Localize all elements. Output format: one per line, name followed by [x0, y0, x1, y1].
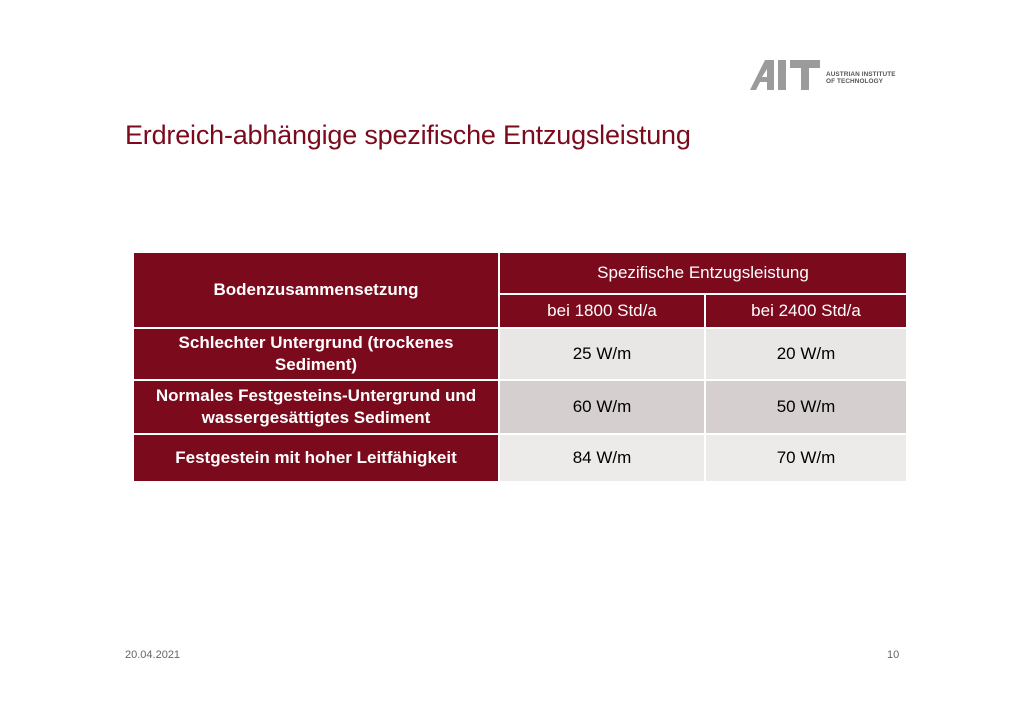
- row-header-label: Bodenzusammensetzung: [132, 251, 500, 329]
- column-header: bei 2400 Std/a: [704, 293, 908, 329]
- group-header-label: Spezifische Entzugsleistung: [498, 251, 908, 295]
- page-number: 10: [887, 649, 900, 661]
- row-label: Normales Festgesteins-Untergrund und was…: [132, 379, 500, 435]
- ait-logo: AUSTRIAN INSTITUTE OF TECHNOLOGY: [748, 58, 900, 92]
- table-row: Normales Festgesteins-Untergrund und was…: [132, 379, 908, 435]
- table-header-row: Bodenzusammensetzung Spezifische Entzugs…: [132, 251, 908, 329]
- row-label: Festgestein mit hoher Leitfähigkeit: [132, 433, 500, 483]
- table-row: Schlechter Untergrund (trockenes Sedimen…: [132, 327, 908, 381]
- row-label: Schlechter Untergrund (trockenes Sedimen…: [132, 327, 500, 381]
- table-cell: 60 W/m: [498, 379, 706, 435]
- logo-subtitle: AUSTRIAN INSTITUTE OF TECHNOLOGY: [826, 71, 896, 85]
- logo-subtitle-line1: AUSTRIAN INSTITUTE: [826, 71, 896, 78]
- table-cell: 25 W/m: [498, 327, 706, 381]
- logo-subtitle-line2: OF TECHNOLOGY: [826, 78, 884, 85]
- ait-wordmark-icon: [750, 60, 820, 90]
- table-row: Festgestein mit hoher Leitfähigkeit 84 W…: [132, 433, 908, 483]
- entzugsleistung-table: Bodenzusammensetzung Spezifische Entzugs…: [132, 251, 908, 483]
- slide-title: Erdreich-abhängige spezifische Entzugsle…: [125, 120, 691, 150]
- table-cell: 84 W/m: [498, 433, 706, 483]
- table-subheader-row: bei 1800 Std/a bei 2400 Std/a: [133, 293, 908, 329]
- table-cell: 20 W/m: [704, 327, 908, 381]
- table-cell: 70 W/m: [704, 433, 908, 483]
- column-header: bei 1800 Std/a: [498, 293, 706, 329]
- footer-date: 20.04.2021: [125, 649, 181, 661]
- table-cell: 50 W/m: [704, 379, 908, 435]
